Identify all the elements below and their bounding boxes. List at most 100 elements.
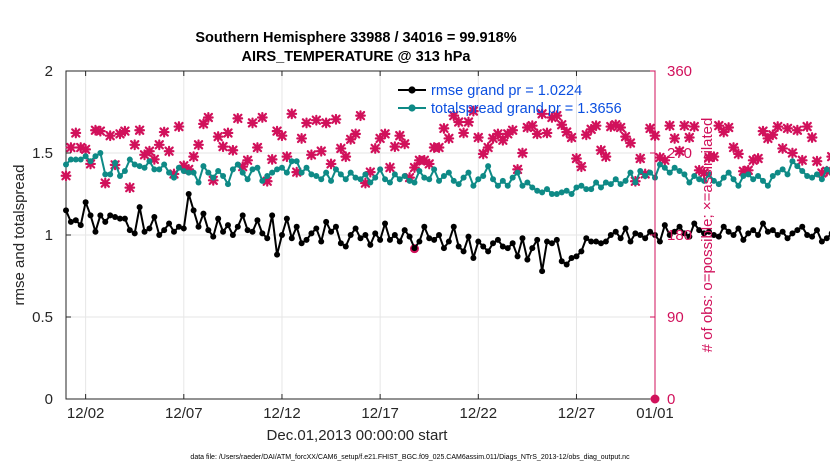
obs-assimilated-marker: [242, 154, 254, 166]
obs-assimilated-marker: [791, 124, 803, 136]
series-point-totalspread: [264, 172, 271, 179]
series-point-rmse: [357, 235, 364, 242]
obs-assimilated-marker: [389, 141, 401, 153]
series-point-rmse: [681, 230, 688, 237]
series-point-rmse: [593, 238, 600, 245]
series-point-totalspread: [205, 169, 212, 176]
obs-assimilated-marker: [561, 126, 573, 138]
obs-assimilated-marker: [256, 112, 268, 123]
obs-assimilated-marker: [536, 108, 548, 120]
series-point-rmse: [220, 228, 227, 235]
x-tick-label: 12/07: [165, 405, 203, 422]
series-point-rmse: [112, 213, 119, 220]
series-point-totalspread: [759, 177, 766, 184]
series-point-rmse: [774, 232, 781, 238]
series-point-totalspread: [799, 168, 806, 175]
series-point-totalspread: [755, 172, 762, 179]
series-point-rmse: [239, 212, 246, 219]
obs-assimilated-marker: [693, 164, 705, 176]
series-point-rmse: [436, 232, 443, 238]
series-point-rmse: [411, 245, 418, 252]
obs-assimilated-marker: [65, 142, 77, 153]
obs-assimilated-marker: [615, 122, 627, 133]
series-point-rmse: [166, 220, 173, 227]
series-point-rmse: [416, 238, 423, 245]
series-point-rmse: [421, 223, 428, 230]
data-file-footer: data file: /Users/raeder/DAI/ATM_forcXX/…: [190, 454, 630, 461]
obs-assimilated-marker: [247, 117, 258, 129]
series-point-totalspread: [671, 164, 678, 171]
series-point-rmse: [401, 227, 408, 234]
obs-assimilated-marker: [310, 114, 322, 126]
series-point-totalspread: [283, 169, 290, 176]
obs-assimilated-marker: [80, 143, 92, 155]
series-point-rmse: [553, 236, 560, 243]
obs-assimilated-marker: [782, 122, 793, 134]
obs-assimilated-marker: [173, 121, 185, 132]
obs-assimilated-marker: [448, 110, 460, 122]
obs-assimilated-marker: [477, 148, 489, 160]
obs-assimilated-marker: [124, 182, 136, 194]
obs-assimilated-marker: [585, 123, 597, 135]
obs-assimilated-marker: [104, 130, 116, 142]
series-point-rmse: [460, 248, 467, 255]
series-point-totalspread: [288, 158, 295, 165]
series-point-rmse: [583, 235, 590, 242]
obs-assimilated-marker: [325, 158, 337, 170]
series-point-rmse: [352, 225, 359, 232]
obs-assimilated-marker: [463, 116, 474, 128]
series-point-totalspread: [239, 169, 246, 176]
obs-assimilated-marker: [762, 133, 774, 144]
series-point-totalspread: [401, 172, 408, 179]
obs-assimilated-marker: [158, 126, 170, 138]
series-point-rmse: [465, 233, 472, 240]
obs-assimilated-marker: [345, 133, 357, 145]
series-point-totalspread: [274, 166, 281, 173]
series-point-totalspread: [494, 182, 501, 189]
series-point-rmse: [558, 258, 565, 265]
series-point-rmse: [229, 232, 236, 238]
series-point-rmse: [190, 207, 197, 214]
series-point-rmse: [784, 235, 791, 242]
series-point-totalspread: [411, 179, 418, 186]
series-point-rmse: [490, 240, 497, 247]
series-point-totalspread: [450, 177, 457, 184]
series-point-rmse: [431, 236, 438, 243]
series-point-totalspread: [705, 171, 712, 178]
series-point-rmse: [725, 228, 732, 235]
series-point-totalspread: [72, 156, 79, 163]
series-point-rmse: [818, 238, 825, 245]
series-point-totalspread: [259, 177, 266, 184]
series-point-rmse: [745, 230, 752, 237]
obs-assimilated-marker: [713, 120, 725, 132]
series-point-rmse: [195, 223, 202, 230]
series-point-rmse: [303, 236, 310, 243]
obs-assimilated-marker: [811, 155, 823, 167]
series-point-rmse: [342, 243, 349, 250]
series-point-rmse: [396, 238, 403, 245]
series-point-rmse: [671, 228, 678, 235]
series-point-rmse: [254, 217, 261, 224]
series-point-rmse: [72, 217, 79, 224]
obs-assimilated-marker: [467, 105, 479, 117]
obs-assimilated-marker: [75, 142, 87, 153]
series-point-totalspread: [318, 176, 325, 183]
series-point-totalspread: [293, 158, 300, 165]
series-point-totalspread: [637, 168, 644, 175]
series-point-totalspread: [632, 179, 639, 186]
series-point-rmse: [347, 232, 354, 238]
series-point-totalspread: [352, 174, 359, 181]
series-point-totalspread: [794, 163, 801, 170]
series-point-rmse: [269, 212, 276, 219]
obs-assimilated-marker: [252, 142, 263, 153]
obs-assimilated-marker: [625, 137, 636, 149]
series-point-totalspread: [313, 172, 320, 179]
series-point-rmse: [514, 253, 521, 260]
series-point-totalspread: [612, 176, 619, 183]
series-point-totalspread: [200, 163, 207, 170]
series-point-totalspread: [730, 176, 737, 183]
chart-subtitle: AIRS_TEMPERATURE @ 313 hPa: [241, 49, 471, 65]
series-point-rmse: [534, 236, 541, 243]
obs-assimilated-marker: [129, 139, 141, 151]
obs-assimilated-marker: [507, 124, 519, 136]
